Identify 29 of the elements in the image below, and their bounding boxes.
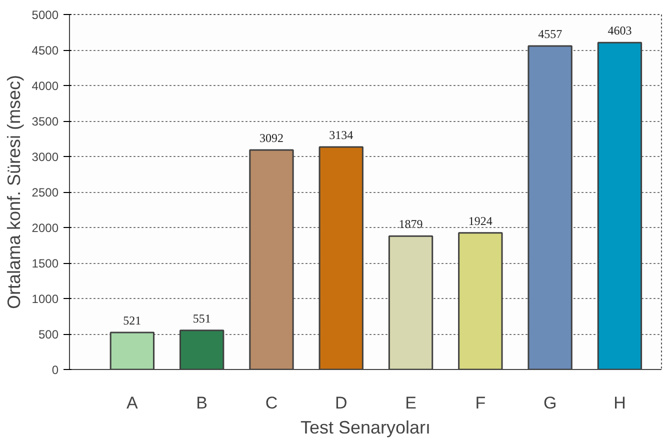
x-tick-label: A [126,394,139,412]
data-label: 4603 [608,24,632,38]
data-label: 3092 [259,130,284,145]
data-label: 1879 [398,217,423,232]
y-tick-label: 0 [52,363,59,377]
x-tick-label: C [265,394,278,412]
y-tick-label: 3500 [32,114,59,128]
y-tick-label: 4000 [32,79,59,93]
y-tick-label: 3000 [32,150,59,164]
y-axis-title: Ortalama konf. Süresi (msec) [4,74,24,310]
x-tick-label: H [614,394,626,412]
x-tick-label: E [405,394,416,412]
y-tick-label: 2500 [32,186,59,200]
y-tick-label: 2000 [32,221,59,235]
data-label: 521 [123,314,142,328]
data-label: 551 [192,311,211,326]
x-tick-label: G [543,394,557,412]
x-axis-title: Test Senaryoları [300,418,431,438]
y-tick-label: 1000 [32,292,59,306]
y-tick-label: 1500 [32,256,59,270]
data-label: 1924 [468,214,492,228]
x-tick-label: F [475,394,486,412]
y-tick-label: 500 [38,328,59,342]
x-tick-label: B [196,394,208,412]
data-label: 3134 [329,128,354,142]
x-tick-label: D [334,394,348,412]
y-tick-label: 5000 [32,8,59,22]
data-label: 4557 [538,26,562,41]
y-tick-label: 4500 [32,44,59,58]
